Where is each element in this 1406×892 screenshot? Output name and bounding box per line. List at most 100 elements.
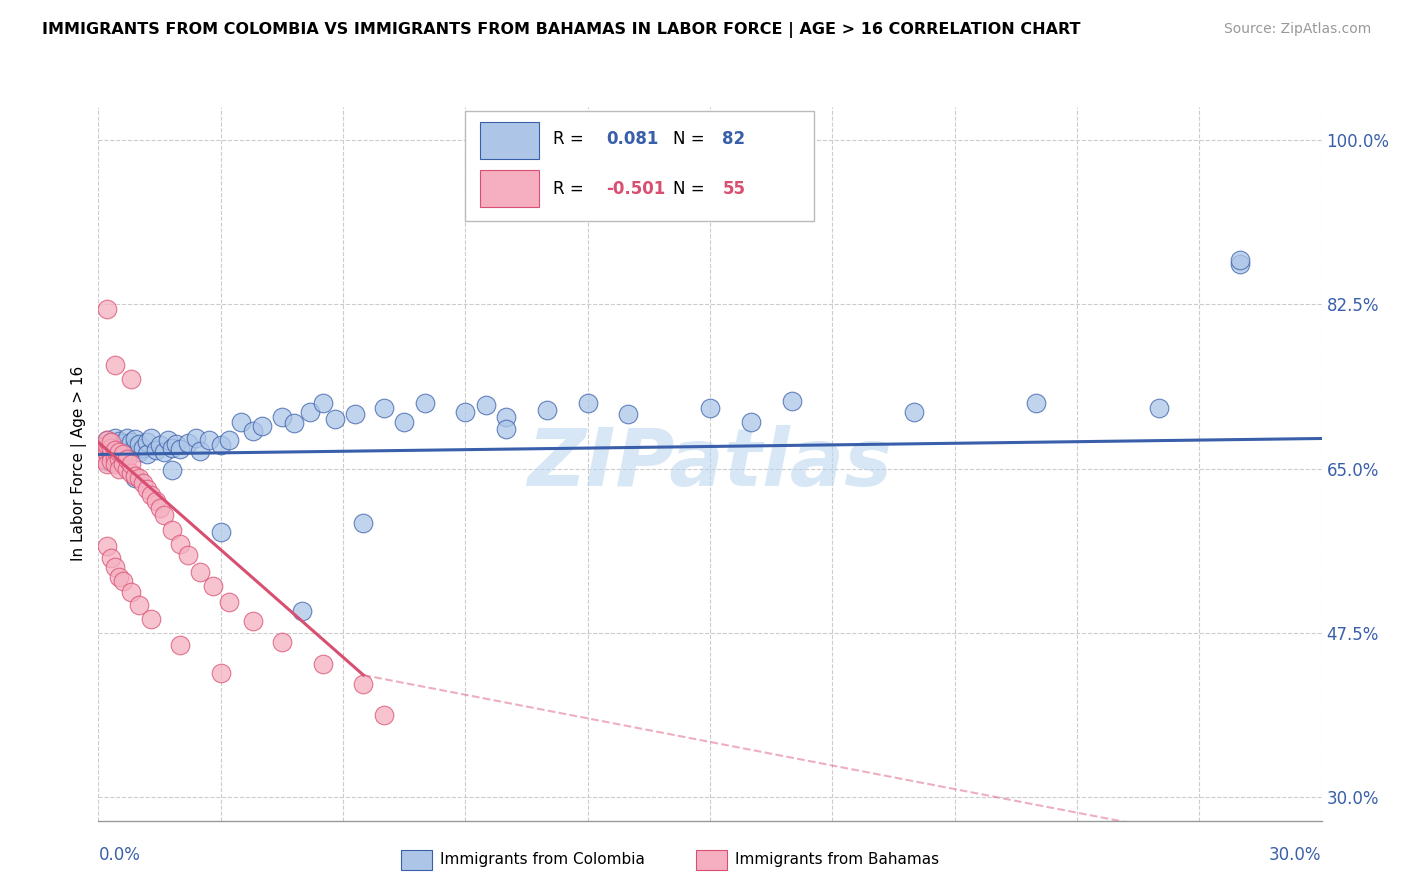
Point (115, 461, 138, 475)
Point (617, 407, 640, 421)
Point (1147, 401, 1170, 415)
Point (413, 396, 436, 410)
Point (186, 431, 208, 445)
Point (104, 442, 127, 457)
Point (141, 612, 163, 626)
Point (96, 539, 118, 553)
Point (96, 301, 118, 316)
Point (169, 442, 191, 456)
Point (120, 585, 142, 599)
Point (108, 440, 131, 454)
Point (160, 523, 183, 537)
Point (100, 452, 122, 467)
Point (104, 450, 127, 465)
Text: 30.0%: 30.0% (1270, 846, 1322, 863)
Point (96, 457, 118, 471)
Point (120, 467, 142, 481)
Point (299, 405, 322, 419)
Point (373, 707, 395, 722)
Text: R =: R = (554, 180, 589, 198)
Text: R =: R = (554, 130, 589, 148)
Text: IMMIGRANTS FROM COLOMBIA VS IMMIGRANTS FROM BAHAMAS IN LABOR FORCE | AGE > 16 CO: IMMIGRANTS FROM COLOMBIA VS IMMIGRANTS F… (42, 22, 1081, 38)
Point (141, 432, 163, 446)
Point (100, 435, 122, 450)
Point (270, 409, 294, 424)
Point (100, 435, 122, 450)
Point (152, 444, 174, 458)
Point (100, 441, 122, 455)
Point (136, 435, 159, 450)
Point (108, 444, 131, 458)
Point (312, 396, 335, 410)
Point (100, 444, 122, 458)
Point (352, 677, 374, 691)
Point (104, 560, 127, 574)
Text: 55: 55 (723, 180, 745, 198)
Point (115, 452, 138, 467)
Point (108, 461, 131, 475)
Point (323, 411, 346, 425)
Point (188, 565, 212, 579)
Point (177, 436, 200, 450)
Point (104, 437, 127, 451)
Point (111, 447, 134, 461)
Point (120, 372, 142, 386)
Point (242, 614, 264, 628)
Point (96, 438, 118, 452)
Point (373, 401, 395, 415)
Point (100, 454, 122, 468)
Point (392, 415, 416, 429)
Point (108, 452, 131, 467)
Point (152, 508, 174, 523)
Point (312, 657, 335, 671)
Point (91, 452, 114, 467)
Text: 0.081: 0.081 (606, 130, 658, 148)
Text: Source: ZipAtlas.com: Source: ZipAtlas.com (1223, 22, 1371, 37)
Text: -0.501: -0.501 (606, 180, 665, 198)
Point (104, 457, 127, 471)
Point (141, 488, 163, 502)
Point (115, 432, 138, 446)
Point (115, 444, 138, 458)
Point (177, 548, 200, 562)
Point (111, 447, 134, 461)
Point (91, 440, 114, 454)
Point (283, 417, 305, 431)
Point (218, 434, 240, 448)
Point (91, 450, 114, 465)
Point (156, 434, 179, 448)
Point (115, 441, 138, 455)
Point (344, 407, 367, 421)
FancyBboxPatch shape (479, 169, 538, 207)
Point (124, 440, 146, 454)
Point (120, 435, 142, 450)
Point (454, 405, 477, 419)
Point (165, 437, 187, 451)
Point (209, 666, 232, 681)
Y-axis label: In Labor Force | Age > 16: In Labor Force | Age > 16 (72, 367, 87, 561)
Point (1229, 257, 1251, 271)
Text: N =: N = (673, 180, 710, 198)
Point (108, 434, 131, 449)
Point (149, 438, 172, 452)
Point (160, 463, 183, 477)
Point (91, 444, 114, 458)
Point (536, 403, 558, 417)
Point (209, 525, 232, 540)
Text: Immigrants from Colombia: Immigrants from Colombia (440, 853, 645, 867)
Point (96, 442, 118, 457)
Point (128, 471, 150, 485)
Point (740, 415, 762, 429)
Point (128, 444, 150, 458)
Point (124, 469, 146, 483)
Point (104, 358, 127, 372)
Text: 0.0%: 0.0% (98, 846, 141, 863)
Point (270, 635, 294, 649)
Point (699, 401, 721, 415)
Point (169, 536, 191, 550)
Point (96, 434, 118, 448)
Point (96, 444, 118, 458)
Point (132, 475, 155, 490)
Point (188, 443, 212, 458)
Point (231, 415, 253, 429)
